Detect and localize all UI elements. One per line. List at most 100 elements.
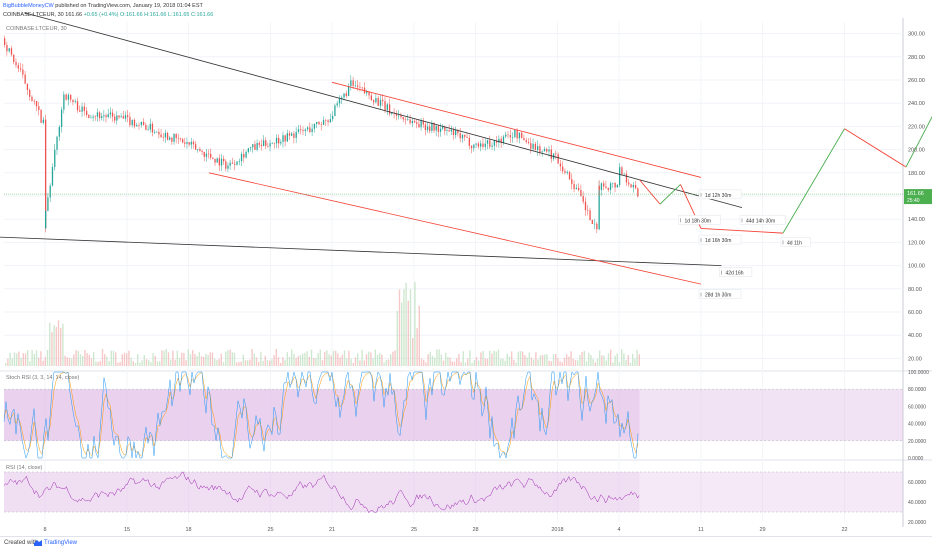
volume-bar bbox=[60, 327, 62, 366]
candle bbox=[234, 163, 236, 165]
candle bbox=[482, 143, 484, 147]
price-tick-label: 100.00 bbox=[908, 264, 925, 270]
volume-bar bbox=[286, 352, 288, 366]
candle bbox=[22, 69, 24, 75]
volume-bar bbox=[511, 351, 513, 366]
volume-bar bbox=[544, 354, 546, 366]
candle bbox=[530, 143, 532, 149]
candle bbox=[245, 151, 247, 158]
candle bbox=[619, 168, 621, 185]
candle bbox=[90, 117, 92, 119]
candle bbox=[555, 153, 557, 155]
volume-bar bbox=[9, 352, 11, 366]
volume-bar bbox=[546, 354, 548, 366]
ohlc-values: O:161.66 H:161.66 L:161.65 C:161.66 bbox=[120, 12, 214, 18]
candle bbox=[256, 143, 258, 150]
candle bbox=[329, 119, 332, 123]
candle bbox=[60, 109, 63, 127]
volume-bar bbox=[95, 361, 97, 366]
tradingview-link[interactable]: TradingView bbox=[44, 540, 78, 546]
volume-bar bbox=[508, 356, 511, 366]
volume-bar bbox=[207, 355, 209, 366]
candle bbox=[491, 145, 493, 147]
volume-bar bbox=[141, 360, 143, 366]
volume-bar bbox=[372, 358, 374, 366]
volume-bar bbox=[486, 358, 489, 366]
candle bbox=[505, 134, 507, 137]
volume-bar bbox=[434, 357, 436, 366]
volume-bar bbox=[539, 355, 541, 366]
x-tick-label: 25 bbox=[411, 527, 417, 533]
candle bbox=[29, 89, 31, 97]
author-link[interactable]: BigBubbleMoneyCW bbox=[3, 3, 54, 9]
volume-bar bbox=[416, 328, 418, 366]
volume-bar bbox=[616, 353, 618, 366]
candle bbox=[212, 157, 214, 159]
volume-bar bbox=[119, 361, 121, 366]
x-tick-label: 29 bbox=[759, 527, 765, 533]
candle bbox=[309, 127, 311, 133]
candle bbox=[210, 153, 212, 158]
volume-bar bbox=[493, 350, 495, 366]
volume-bar bbox=[13, 352, 16, 366]
candle bbox=[416, 122, 418, 124]
volume-bar bbox=[101, 349, 104, 366]
candle bbox=[220, 158, 223, 166]
volume-bar bbox=[271, 359, 273, 366]
candle bbox=[571, 179, 573, 184]
projection-segment bbox=[905, 116, 932, 168]
volume-bar bbox=[359, 360, 361, 366]
volume-bar bbox=[614, 355, 616, 366]
candle bbox=[58, 126, 60, 137]
volume-bar bbox=[187, 349, 189, 366]
stoch-tick-label: 40.0000 bbox=[908, 422, 926, 428]
candle bbox=[634, 185, 637, 189]
volume-bar bbox=[275, 349, 277, 366]
candle bbox=[203, 151, 205, 157]
x-tick-label: 28 bbox=[472, 527, 478, 533]
candle bbox=[35, 101, 38, 107]
volume-bar bbox=[605, 360, 607, 366]
volume-bar bbox=[249, 359, 251, 366]
last-price-countdown: 25:40 bbox=[907, 198, 920, 204]
volume-bar bbox=[194, 353, 196, 366]
candle bbox=[280, 142, 282, 144]
volume-bar bbox=[145, 359, 148, 366]
volume-bar bbox=[368, 351, 370, 366]
range-annotation-box bbox=[698, 289, 742, 299]
candle bbox=[131, 119, 133, 126]
candle bbox=[318, 121, 320, 125]
candle bbox=[566, 171, 568, 173]
candle bbox=[13, 54, 15, 63]
rsi-tick-label: 60.0000 bbox=[908, 480, 926, 486]
volume-bar bbox=[588, 352, 590, 366]
candle bbox=[402, 117, 404, 120]
volume-bar bbox=[99, 360, 101, 366]
range-annotation: 42d 16h bbox=[719, 267, 753, 277]
volume-bar bbox=[577, 360, 579, 366]
candle bbox=[546, 148, 548, 152]
candle bbox=[480, 143, 482, 147]
candle bbox=[164, 132, 167, 138]
volume-bar bbox=[387, 359, 390, 366]
candle bbox=[350, 80, 352, 87]
volume-bar bbox=[376, 354, 379, 366]
candle bbox=[388, 104, 391, 114]
volume-bar bbox=[321, 360, 324, 366]
volume-bar bbox=[139, 362, 141, 366]
volume-bar bbox=[251, 349, 253, 366]
volume-bar bbox=[11, 358, 13, 366]
volume-bar bbox=[306, 351, 308, 366]
volume-bar bbox=[317, 353, 319, 366]
volume-bar bbox=[218, 358, 220, 366]
volume-bar bbox=[610, 349, 612, 366]
volume-bar bbox=[482, 350, 484, 366]
candle bbox=[103, 115, 105, 117]
volume-bar bbox=[242, 354, 244, 366]
chart-canvas[interactable]: 1d 12h 30m 1d 18h 30m 44d 14h 30m 1d 16h 30… bbox=[0, 0, 932, 536]
volume-bar bbox=[555, 353, 557, 366]
volume-bar bbox=[427, 354, 429, 366]
volume-bar bbox=[469, 350, 471, 366]
publish-info: published on TradingView.com, January 19… bbox=[55, 3, 203, 9]
rsi-line bbox=[3, 471, 640, 514]
